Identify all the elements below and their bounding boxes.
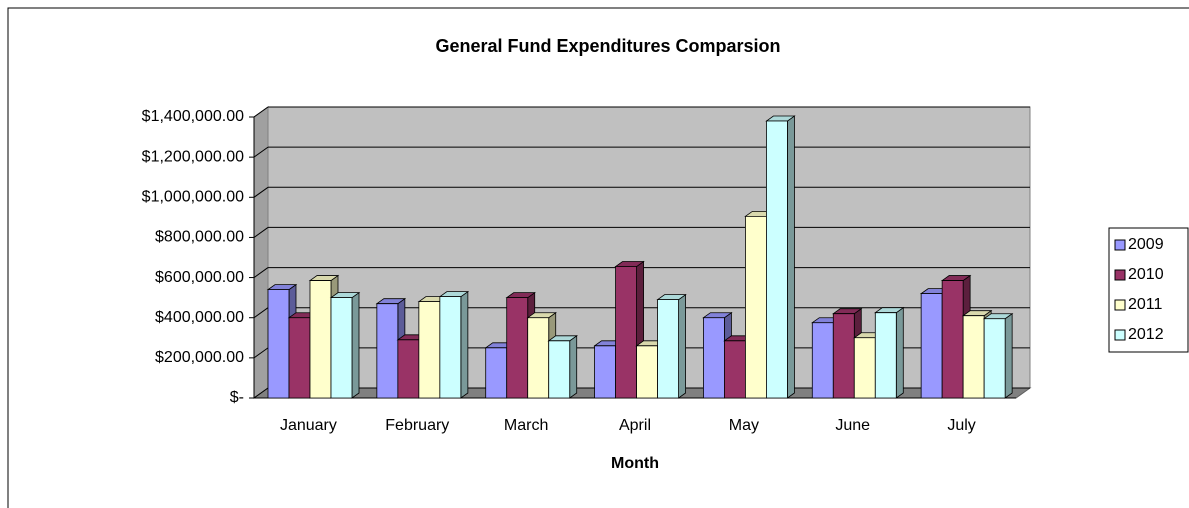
grid-line-side: [253, 106, 269, 118]
y-tick-label: $600,000.00: [155, 269, 244, 286]
x-tick-label: April: [619, 417, 651, 434]
x-tick-label: March: [504, 417, 548, 434]
bar: [656, 293, 687, 399]
legend-label: 2011: [1128, 296, 1163, 313]
bar-face: [485, 347, 508, 399]
bar-face: [657, 299, 679, 399]
bar-face: [811, 322, 834, 399]
bar-face: [787, 115, 795, 399]
grid-line-side: [253, 307, 269, 319]
chart-border: [7, 7, 1189, 508]
y-tick-label: $1,000,000.00: [142, 189, 244, 206]
bar-face: [832, 313, 855, 399]
bar-face: [397, 339, 420, 399]
bar-face: [309, 280, 332, 399]
bar-face: [594, 345, 616, 399]
grid-line-side: [253, 387, 269, 399]
bar-face: [506, 297, 529, 399]
bar-face: [874, 312, 897, 399]
side-wall: [253, 106, 269, 399]
y-tick-label: $1,200,000.00: [142, 148, 244, 165]
bar-face: [351, 291, 360, 399]
bar: [329, 291, 361, 399]
grid-line-side: [253, 347, 269, 359]
bar-face: [376, 303, 399, 399]
bar: [982, 312, 1014, 399]
bar-face: [1004, 312, 1013, 399]
bar: [438, 290, 470, 399]
bar-face: [895, 306, 904, 399]
bar-face: [439, 296, 462, 399]
legend-label: 2009: [1128, 236, 1164, 253]
bar-face: [548, 340, 571, 399]
y-tick-label: $200,000.00: [155, 349, 244, 366]
legend-swatch: [1114, 299, 1126, 311]
bar-face: [941, 280, 964, 399]
bar-face: [853, 337, 876, 399]
legend-label: 2012: [1128, 326, 1164, 343]
y-tick-label: $1,400,000.00: [142, 108, 244, 125]
bar-face: [962, 315, 985, 399]
y-tick-label: $800,000.00: [155, 229, 244, 246]
grid-line-side: [253, 227, 269, 238]
bar-face: [460, 290, 469, 399]
chart-title: General Fund Expenditures Comparsion: [435, 36, 780, 56]
legend-swatch: [1114, 239, 1126, 251]
grid-line-side: [253, 267, 269, 278]
bar-face: [615, 266, 637, 399]
bar: [874, 306, 905, 399]
x-tick-label: January: [280, 417, 337, 434]
bar: [547, 335, 578, 399]
bar-face: [724, 340, 746, 399]
y-tick-label: $400,000.00: [155, 309, 244, 326]
bar-face: [267, 289, 290, 399]
x-tick-label: July: [947, 417, 975, 434]
x-tick-label: June: [835, 417, 870, 434]
legend-label: 2010: [1128, 266, 1164, 283]
bar-face: [569, 335, 578, 399]
bar-face: [330, 297, 353, 399]
x-tick-label: May: [729, 417, 759, 434]
legend-swatch: [1114, 329, 1126, 341]
bar-face: [745, 215, 767, 399]
x-axis-title: Month: [611, 455, 659, 472]
y-tick-label: $-: [230, 389, 244, 406]
bar-face: [703, 317, 725, 399]
bar-face: [288, 317, 311, 399]
bar-face: [766, 120, 788, 399]
legend-swatch: [1114, 269, 1126, 281]
bar-face: [983, 318, 1006, 399]
bar-face: [636, 345, 658, 399]
x-tick-label: February: [385, 417, 449, 434]
grid-line-side: [253, 146, 269, 158]
grid-line-side: [253, 186, 269, 198]
bar-face: [527, 317, 550, 399]
bar-face: [920, 293, 943, 399]
bar-face: [678, 293, 686, 399]
bar: [765, 115, 796, 399]
bar-face: [418, 301, 441, 399]
